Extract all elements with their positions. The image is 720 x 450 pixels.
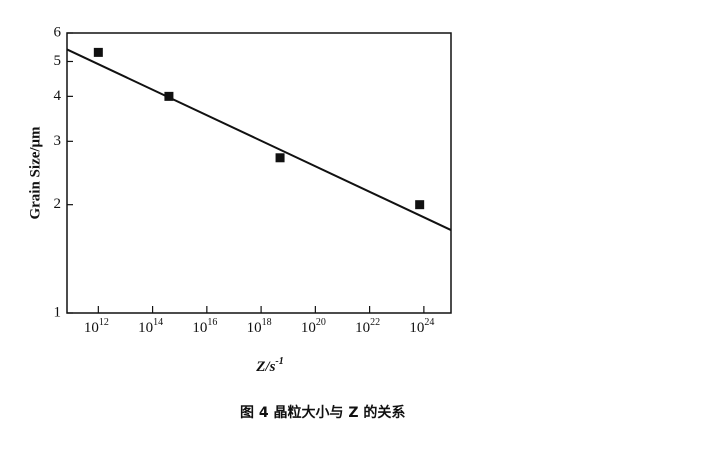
x-tick-label: 1024: [409, 317, 434, 336]
y-axis-title: Grain Size/μm: [27, 126, 43, 220]
data-point: [415, 200, 425, 210]
y-tick-label: 4: [54, 88, 62, 104]
caption: 图 4 晶粒大小与 Z 的关系: [240, 404, 405, 421]
x-axis-title: Z/s-1: [255, 356, 284, 375]
x-tick-label: 1022: [355, 317, 380, 336]
y-tick-label: 1: [54, 304, 62, 320]
plot-frame: [66, 32, 452, 314]
x-tick-label: 1014: [138, 317, 163, 336]
fit-line: [66, 48, 452, 231]
y-tick-label: 6: [54, 24, 62, 40]
data-point: [93, 47, 103, 57]
y-tick-label: 5: [54, 53, 62, 69]
x-tick-label: 1012: [84, 317, 109, 336]
x-tick-label: 1020: [301, 317, 326, 336]
x-tick-label: 1018: [247, 317, 272, 336]
data-point: [275, 153, 285, 163]
y-tick-label: 3: [54, 133, 62, 149]
x-tick-label: 1016: [192, 317, 217, 336]
y-tick-label: 2: [54, 196, 62, 212]
